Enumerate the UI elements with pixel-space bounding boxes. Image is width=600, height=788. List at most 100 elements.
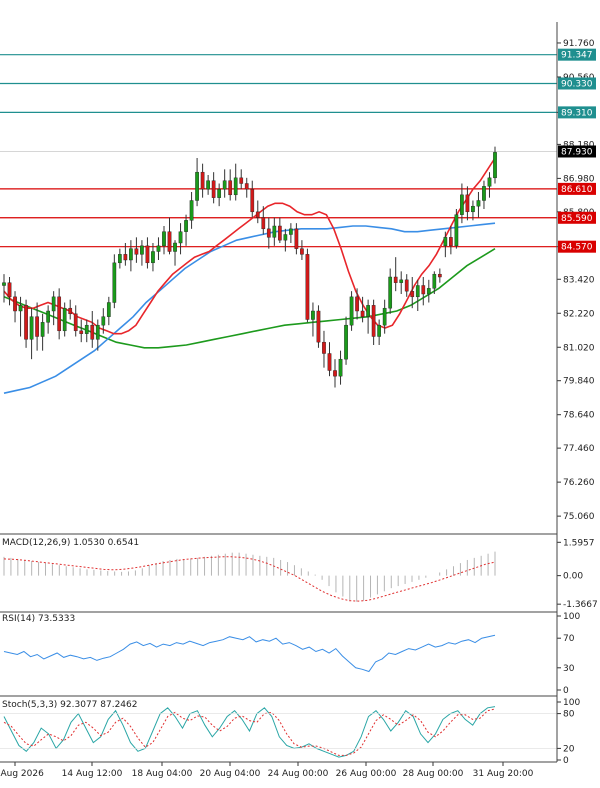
support-level-tag-label: 85.590 [561,214,593,224]
candle-body [106,302,111,317]
candle-body [404,279,409,292]
level-labels: 91.347 90.330 89.310 86.610 85.590 84.570 87.9… [558,48,596,253]
candle-body [266,228,271,238]
stoch-tick-label: 0 [563,756,569,766]
macd-histogram [3,551,496,602]
candle-body [454,214,459,247]
candle-body [95,324,100,340]
candle-body [272,225,277,238]
rsi-pane[interactable]: 100 70 30 0 RSI(14) 73.5333 [2,612,580,696]
candle-body [200,171,205,190]
price-tick-label: 75.060 [563,512,595,522]
last-price-tag-label: 87.930 [561,147,593,157]
candle-body [261,217,266,230]
candle-body [300,248,304,255]
candle-body [13,296,17,312]
time-tick-label: 18 Aug 04:00 [132,769,193,779]
candle-body [211,180,216,198]
time-tick-label: 31 Aug 20:00 [473,769,534,779]
candle-body [487,177,492,187]
time-tick-label: 14 Aug 12:00 [62,769,123,779]
support-level-tag-label: 84.570 [561,243,593,253]
candle-body [449,237,453,247]
candle-body [151,251,155,264]
stoch-lines [0,706,557,758]
candle-body [460,194,464,215]
candle-body [178,231,183,244]
stoch-pane[interactable]: 100 80 20 0 Stoch(5,3,3) 92.3077 87.2462 [0,698,580,766]
last-price-tag [558,145,596,158]
candle-body [371,305,376,337]
candle-body [68,307,73,315]
candle-body [255,211,260,218]
candle-body [322,341,326,354]
price-tick-label: 79.840 [563,377,595,387]
stoch-d-polyline [3,708,496,756]
candle-body [112,262,117,303]
time-tick-label: 20 Aug 04:00 [200,769,261,779]
stoch-tick-label: 80 [563,710,575,720]
candle-body [117,254,122,264]
ma-mid-line [3,222,496,394]
candle-body [189,200,194,221]
price-tick-label: 77.460 [563,444,595,454]
candle-body [316,310,321,343]
candle-body [2,282,6,286]
main-pane[interactable]: 91.76090.56089.31088.18086.98085.80084.5… [0,22,596,534]
time-tick-label: 24 Aug 00:00 [268,769,329,779]
resistance-level-tag-label: 89.310 [561,108,593,118]
rsi-tick-label: 30 [563,664,575,674]
candle-body [173,242,177,252]
candle-body [311,310,315,320]
candle-body [239,177,244,184]
candle-body [393,276,398,283]
candle-body [305,254,310,320]
support-level-tag-label: 86.610 [561,185,593,195]
candle-body [493,152,497,179]
stoch-axis: 100 80 20 0 [557,698,580,766]
candle-body [57,296,62,332]
macd-signal-line [3,556,496,602]
candle-body [123,254,128,261]
candle-body [29,316,34,340]
candle-body [277,225,282,241]
candle-body [421,285,426,295]
candle-body [283,234,288,241]
candle-body [156,245,161,252]
candle-body [471,205,475,213]
macd-label: MACD(12,26,9) 1.0530 0.6541 [2,538,139,548]
resistance-level-tag-label: 91.347 [561,51,593,61]
candle-body [399,279,404,283]
rsi-tick-label: 70 [563,634,575,644]
candle-body [377,324,382,337]
stoch-label: Stoch(5,3,3) 92.3077 87.2462 [2,700,137,710]
resistance-level-tag [558,48,596,61]
candle-body [476,200,481,207]
resistance-level-tag-label: 90.330 [561,79,593,89]
candle-body [222,180,227,190]
candle-body [167,231,172,252]
time-tick-label: 12 Aug 2026 [0,769,44,779]
candle-body [443,237,448,247]
rsi-tick-label: 0 [563,686,569,696]
candle-body [355,296,359,312]
macd-axis: 1.5957 0.00 -1.3667 [557,538,598,610]
candle-body [184,220,188,232]
candle-body [129,248,133,261]
stoch-tick-label: 100 [563,698,580,708]
candle-body [382,307,387,326]
macd-pane[interactable]: 1.5957 0.00 -1.3667 MACD(12,26,9) 1.0530 0… [2,538,598,610]
support-level-tag [558,240,596,253]
reference-lines [0,54,557,248]
candle-body [432,273,437,289]
rsi-polyline [3,634,496,673]
candle-body [360,310,365,317]
price-tick-label: 78.640 [563,411,595,421]
candle-body [195,171,199,201]
candle-body [79,330,84,334]
candle-body [415,285,420,298]
candle-body [217,188,222,198]
candle-body [233,177,238,196]
candle-body [18,305,23,312]
